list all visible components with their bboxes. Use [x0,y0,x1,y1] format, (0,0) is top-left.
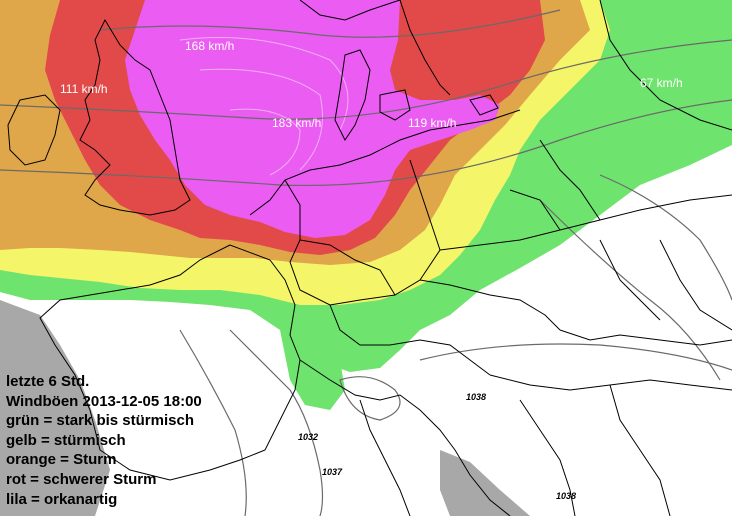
pressure-label-alps: 1032 [298,432,318,442]
legend-title: Windböen 2013-12-05 18:00 [6,392,202,410]
sea-adriatic [440,450,530,516]
wind-label-east: 67 km/h [640,76,683,90]
wind-label-adriatic: 32 km/h [485,459,528,473]
wind-label-north-sea: 168 km/h [185,39,234,53]
legend-lila: lila = orkanartig [6,490,118,508]
wind-label-central: 183 km/h [272,116,321,130]
isobar-lines [0,9,732,516]
legend-yellow: gelb = stürmisch [6,431,126,449]
wind-label-scotland: 111 km/h [60,82,108,96]
legend-red: rot = schwerer Sturm [6,470,157,488]
legend-period: letzte 6 Std. [6,373,90,390]
map-legend: letzte 6 Std. Windböen 2013-12-05 18:00 … [6,372,202,509]
pressure-label-hungary: 1038 [466,392,486,402]
isotach-lines [179,37,349,176]
pressure-label-balkans: 1038 [556,491,576,501]
wind-label-baltic: 119 km/h [408,116,456,130]
sea-atlantic [0,300,110,516]
coastlines-borders [7,0,732,516]
legend-green: grün = stark bis stürmisch [6,412,194,430]
legend-orange: orange = Sturm [6,451,117,469]
pressure-label-italy: 1037 [322,467,343,477]
wind-label-southeast: 44 km/h [695,459,732,473]
